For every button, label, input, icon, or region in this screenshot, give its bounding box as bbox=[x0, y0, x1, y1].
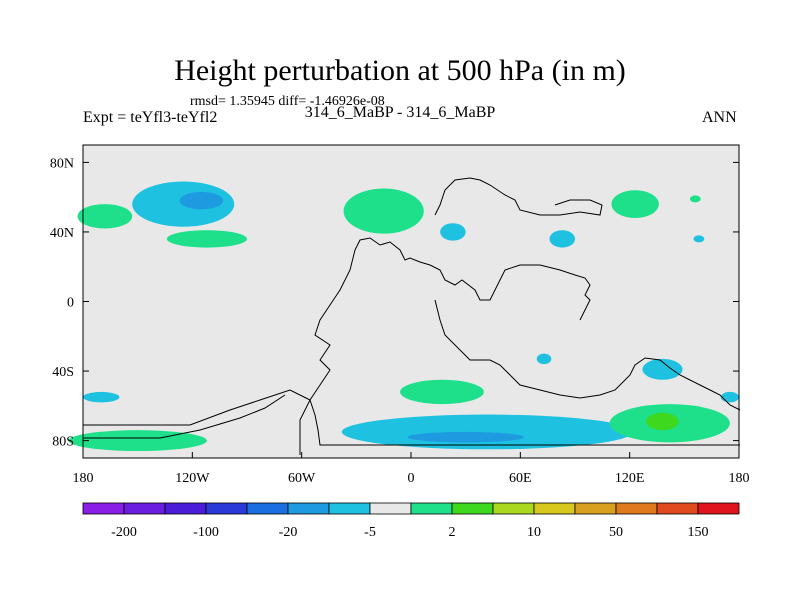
experiment-names: 314_6_MaBP - 314_6_MaBP bbox=[304, 104, 496, 121]
colorbar-swatch bbox=[697, 502, 740, 515]
colorbar-label: 150 bbox=[688, 525, 709, 540]
colorbar-label: 10 bbox=[527, 525, 541, 540]
region-sw-pacific-blue bbox=[83, 391, 120, 403]
region-antarctic-core bbox=[407, 431, 524, 443]
colorbar-swatch bbox=[123, 502, 166, 515]
y-tick-label: 40N bbox=[50, 226, 74, 241]
region-w-pacific-green bbox=[77, 204, 133, 229]
region-s-pacific-blue bbox=[642, 358, 683, 380]
x-tick-label: 0 bbox=[408, 471, 415, 486]
colorbar-swatch bbox=[451, 502, 494, 515]
y-tick-label: 40S bbox=[52, 365, 74, 380]
region-s-indian-blue bbox=[536, 353, 552, 365]
region-n-pacific-core bbox=[179, 191, 224, 210]
colorbar-label: -200 bbox=[111, 525, 137, 540]
colorbar-swatch bbox=[492, 502, 535, 515]
colorbar-swatch bbox=[410, 502, 453, 515]
y-tick-label: 80S bbox=[52, 435, 74, 450]
region-ne-pacific-blue bbox=[693, 235, 705, 243]
chart-title: Height perturbation at 500 hPa (in m) bbox=[174, 54, 626, 87]
colorbar-label: 50 bbox=[609, 525, 623, 540]
colorbar-swatch bbox=[328, 502, 371, 515]
region-sw-pacific-green bbox=[68, 430, 207, 452]
colorbar-label: -5 bbox=[364, 525, 376, 540]
colorbar-label: 2 bbox=[449, 525, 456, 540]
x-tick-label: 180 bbox=[729, 471, 750, 486]
colorbar-swatch bbox=[164, 502, 207, 515]
experiment-label: Expt = teYfl3-teYfl2 bbox=[83, 109, 218, 126]
colorbar-swatch bbox=[533, 502, 576, 515]
region-antarctic-blue bbox=[341, 414, 634, 450]
region-ne-pacific-green bbox=[689, 195, 701, 203]
y-tick-label: 0 bbox=[67, 296, 74, 311]
region-us-green bbox=[166, 230, 248, 248]
colorbar-swatch bbox=[656, 502, 699, 515]
coastline-antarctica bbox=[83, 389, 740, 446]
colorbar-swatch bbox=[82, 502, 125, 515]
y-tick-label: 80N bbox=[50, 156, 74, 171]
x-tick-label: 120W bbox=[175, 471, 210, 486]
colorbar: -200 -100 -20 -5 2 10 50 150 bbox=[82, 502, 740, 540]
region-asia-green bbox=[611, 190, 659, 219]
perturbation-regions bbox=[68, 181, 740, 452]
colorbar-swatch bbox=[205, 502, 248, 515]
region-asia-blue bbox=[549, 230, 575, 248]
coastline-africa bbox=[434, 299, 741, 411]
colorbar-swatch bbox=[615, 502, 658, 515]
coastline-south bbox=[83, 394, 286, 439]
y-axis-ticks: 80N 40N 0 40S 80S bbox=[50, 156, 739, 450]
region-europe-blue bbox=[440, 223, 466, 241]
coastline-eurasia bbox=[434, 177, 603, 216]
season-label: ANN bbox=[702, 109, 737, 126]
coastlines bbox=[83, 177, 741, 455]
colorbar-swatch bbox=[287, 502, 330, 515]
region-s-atlantic-green bbox=[400, 379, 484, 405]
region-dateline-blue bbox=[720, 391, 740, 403]
region-n-atlantic-green bbox=[343, 188, 424, 234]
x-tick-label: 60W bbox=[288, 471, 316, 486]
colorbar-swatch bbox=[369, 502, 412, 515]
rmsd-diff-stats: rmsd= 1.35945 diff= -1.46926e-08 bbox=[190, 94, 385, 109]
coastline-americas bbox=[299, 237, 591, 455]
colorbar-label: -100 bbox=[193, 525, 219, 540]
x-tick-label: 180 bbox=[73, 471, 94, 486]
colorbar-label: -20 bbox=[279, 525, 298, 540]
x-tick-label: 120E bbox=[615, 471, 645, 486]
colorbar-swatch bbox=[574, 502, 617, 515]
x-axis-ticks: 180 120W 60W 0 60E 120E 180 bbox=[73, 452, 750, 486]
region-s-pac-east-core bbox=[646, 412, 679, 431]
colorbar-swatch bbox=[246, 502, 289, 515]
x-tick-label: 60E bbox=[509, 471, 532, 486]
